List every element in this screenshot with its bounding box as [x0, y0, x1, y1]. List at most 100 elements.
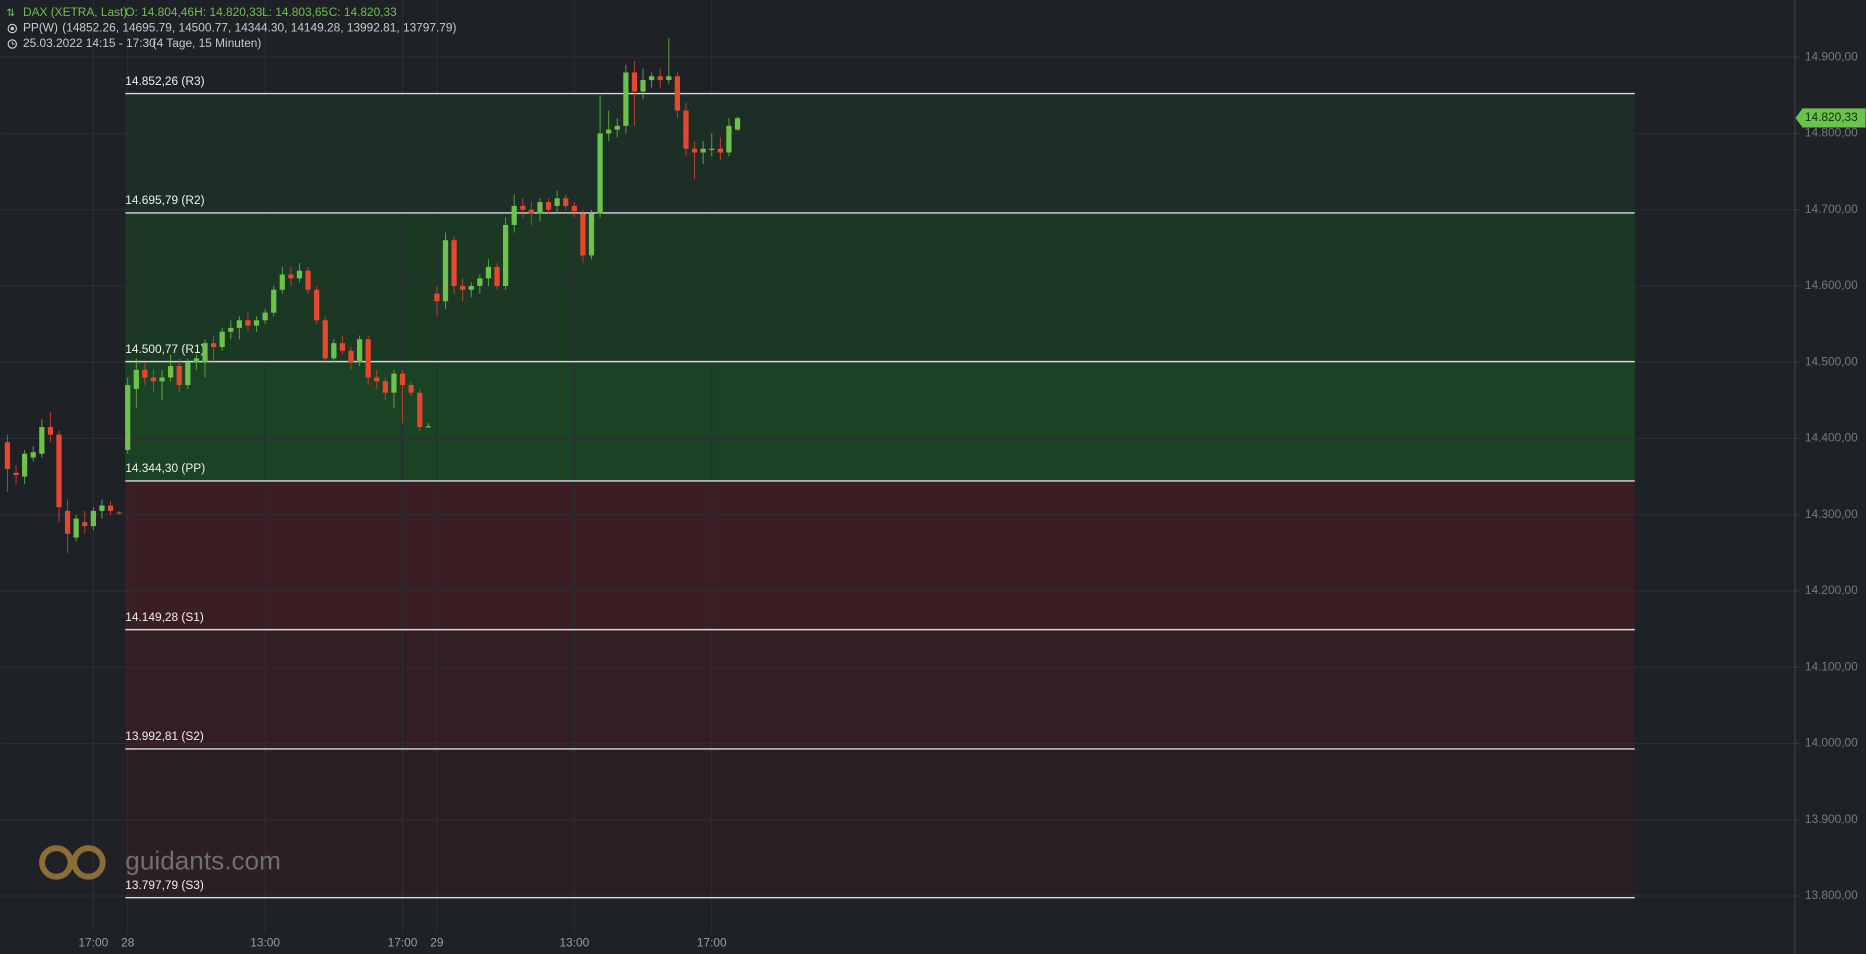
candle-body	[528, 209, 534, 214]
candle-body	[39, 427, 45, 454]
candle-body	[22, 453, 28, 477]
y-tick-label: 14.400,00	[1805, 431, 1858, 445]
candle-body	[82, 522, 88, 527]
candle-body	[442, 240, 449, 302]
y-tick-label: 14.200,00	[1805, 583, 1858, 597]
candle-body	[322, 320, 328, 359]
candle-body	[348, 350, 354, 363]
y-tick-label: 14.100,00	[1805, 659, 1858, 673]
candle-body	[468, 285, 474, 290]
pivot-zone	[125, 629, 1635, 749]
indicator-values: (14852.26, 14695.79, 14500.77, 14344.30,…	[62, 21, 456, 35]
watermark: guidants.com	[39, 845, 281, 880]
price-axis	[1794, 0, 1866, 954]
indicator-icon	[7, 23, 18, 34]
candle-body	[107, 505, 114, 511]
candle-body	[296, 270, 303, 279]
candle-body	[142, 369, 148, 378]
y-tick-label: 14.300,00	[1805, 507, 1858, 521]
pivot-zone	[125, 212, 1635, 362]
pivot-label: 13.797,79 (S3)	[125, 878, 204, 892]
candle-body	[56, 434, 62, 508]
candle-body	[399, 373, 406, 386]
x-tick-label: 13:00	[559, 935, 589, 949]
candle-body	[279, 274, 285, 290]
indicator: PP(W)	[23, 21, 58, 35]
x-tick-label: 17:00	[388, 935, 418, 949]
x-tick-label: 17:00	[78, 935, 108, 949]
clock-icon	[7, 39, 18, 49]
candle-body	[614, 125, 620, 130]
candle-body	[314, 289, 320, 321]
candle-body	[193, 358, 200, 363]
y-tick-label: 13.900,00	[1805, 812, 1858, 826]
candle-body	[73, 518, 79, 538]
candle-body	[339, 343, 346, 351]
candle-body	[236, 320, 242, 328]
candles	[4, 38, 741, 553]
candle-body	[150, 377, 157, 382]
pivot-label: 14.695,79 (R2)	[125, 193, 204, 207]
candle-body	[502, 224, 509, 286]
chart-icon: ⇅	[6, 7, 15, 19]
candle-body	[726, 125, 732, 153]
candle-body	[4, 442, 11, 469]
candle-body	[588, 213, 595, 256]
candle-body	[537, 202, 543, 214]
ohlc-open: O: 14.804,46	[125, 5, 194, 19]
logo-ring-left	[39, 845, 74, 880]
y-tick-label: 14.700,00	[1805, 202, 1858, 216]
pivot-zones	[125, 93, 1635, 898]
pivot-levels: 14.852,26 (R3) 14.695,79 (R2) 14.500,77 (R…	[125, 74, 1635, 899]
header: ⇅ DAX (XETRA, Last) O: 14.804,46 H: 14.8…	[6, 5, 456, 50]
candle-body	[597, 133, 603, 214]
candle-body	[245, 320, 251, 326]
candle-body	[631, 72, 638, 92]
candle-body	[391, 373, 397, 393]
candle-body	[356, 339, 363, 363]
pivot-label: 14.344,30 (PP)	[125, 461, 205, 475]
x-tick-label: 29	[430, 935, 444, 949]
x-tick-label: 13:00	[250, 935, 280, 949]
candle-body	[451, 240, 457, 286]
clock-hands	[11, 41, 15, 45]
x-tick-label: 17:00	[697, 935, 727, 949]
axes: 13.800,00 13.900,00 14.000,00 14.100,00 14.2…	[78, 49, 1866, 949]
candle-body	[649, 76, 655, 81]
y-tick-label: 14.900,00	[1805, 49, 1858, 63]
pivot-zone	[125, 93, 1635, 213]
candle-body	[305, 270, 311, 290]
pivot-label: 14.149,28 (S1)	[125, 610, 204, 624]
candle-body	[202, 343, 208, 363]
candle-body	[382, 381, 388, 393]
candle-body	[674, 76, 681, 111]
candle-body	[228, 327, 234, 332]
candle-body	[262, 312, 268, 321]
candle-body	[288, 274, 294, 279]
y-tick-label: 14.000,00	[1805, 736, 1858, 750]
candle-body	[683, 110, 689, 149]
candle-body	[99, 505, 105, 511]
candle-body	[717, 148, 723, 153]
candle-body	[374, 377, 380, 382]
candle-body	[125, 385, 131, 450]
candle-body	[408, 385, 414, 393]
x-tick-label: 28	[121, 935, 135, 949]
instrument: DAX (XETRA, Last)	[23, 5, 127, 19]
candle-body	[640, 80, 646, 92]
candle-body	[210, 343, 217, 347]
candle-body	[700, 148, 706, 153]
last-price-label: 14.820,33	[1805, 110, 1858, 124]
last-price-tag	[1795, 108, 1866, 128]
candle-body	[116, 512, 122, 514]
candle-body	[545, 202, 552, 210]
candle-body	[477, 278, 483, 286]
candle-body	[666, 76, 672, 81]
candle-body	[511, 205, 517, 225]
candle-body	[331, 343, 337, 359]
date-range: 25.03.2022 14:15 - 17:30	[23, 36, 156, 50]
candle-body	[434, 293, 440, 302]
pivot-zone	[125, 748, 1635, 898]
logo-ring-right	[71, 845, 106, 880]
